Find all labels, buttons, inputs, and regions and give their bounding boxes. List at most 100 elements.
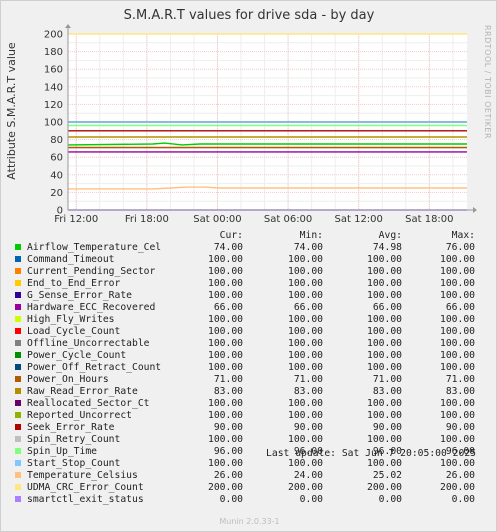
legend-cur-value: 74.00 [213, 242, 243, 253]
legend-swatch [15, 352, 21, 358]
legend-cur-value: 200.00 [208, 482, 243, 493]
legend-series-name: Reallocated_Sector_Ct [27, 398, 150, 409]
legend-series-name: Temperature_Celsius [27, 470, 138, 481]
legend-series-name: Command_Timeout [27, 254, 115, 265]
legend-series-name: Offline_Uncorrectable [27, 338, 150, 349]
legend-series-name: Hardware_ECC_Recovered [27, 302, 156, 313]
legend-avg-value: 200.00 [367, 482, 402, 493]
legend-avg-value: 74.98 [372, 242, 402, 253]
legend-swatch [15, 388, 21, 394]
y-tick-label: 180 [44, 47, 63, 58]
legend-max-value: 100.00 [440, 338, 475, 349]
legend-avg-value: 100.00 [367, 254, 402, 265]
legend-min-value: 100.00 [288, 278, 323, 289]
legend-item: Temperature_Celsius 26.00 24.00 25.02 26.00 [11, 470, 483, 482]
legend-header: Cur: Min: Avg: Max: [11, 230, 483, 242]
legend-cur-value: 83.00 [213, 386, 243, 397]
y-tick-label: 20 [50, 188, 63, 199]
y-ticks: 0 20 40 60 80 100 120 140 160 180 200 [44, 30, 63, 217]
rrdtool-credit: RRDTOOL / TOBI OETIKER [483, 25, 492, 139]
legend-avg-value: 100.00 [367, 290, 402, 301]
legend-avg-value: 100.00 [367, 278, 402, 289]
legend-max-value: 100.00 [440, 326, 475, 337]
legend-avg-value: 100.00 [367, 362, 402, 373]
legend-avg-value: 71.00 [372, 374, 402, 385]
x-tick-label: Sat 18:00 [405, 214, 453, 225]
legend-min-value: 74.00 [293, 242, 323, 253]
legend-max-value: 71.00 [445, 374, 475, 385]
legend-item: UDMA_CRC_Error_Count 200.00 200.00 200.00 20… [11, 482, 483, 494]
legend-max-value: 100.00 [440, 254, 475, 265]
legend-series-name: Current_Pending_Sector [27, 266, 156, 277]
legend-cur-value: 100.00 [208, 266, 243, 277]
legend-max-value: 100.00 [440, 458, 475, 469]
y-tick-label: 100 [44, 118, 63, 129]
x-tick-label: Fri 12:00 [54, 214, 98, 225]
legend-min-value: 200.00 [288, 482, 323, 493]
legend-item: Current_Pending_Sector 100.00 100.00 100.00… [11, 266, 483, 278]
legend-item: Raw_Read_Error_Rate 83.00 83.00 83.00 83.00 [11, 386, 483, 398]
legend-item: Reallocated_Sector_Ct 100.00 100.00 100.00 1… [11, 398, 483, 410]
legend-max-value: 100.00 [440, 410, 475, 421]
legend-cur-value: 66.00 [213, 302, 243, 313]
legend-item: smartctl_exit_status 0.00 0.00 0.00 0.00 [11, 494, 483, 506]
legend-min-value: 100.00 [288, 326, 323, 337]
legend-min-value: 66.00 [293, 302, 323, 313]
y-tick-label: 40 [50, 170, 63, 181]
x-ticks: Fri 12:00 Fri 18:00 Sat 00:00 Sat 06:00 Sat … [54, 214, 453, 225]
legend-min-value: 71.00 [293, 374, 323, 385]
y-tick-label: 0 [57, 206, 63, 217]
legend-max-value: 96.00 [445, 446, 475, 457]
legend-series-name: G_Sense_Error_Rate [27, 290, 132, 301]
last-update: Last update: Sat Jun 7 20:05:00 2025 [266, 448, 476, 459]
legend-max-value: 100.00 [440, 278, 475, 289]
y-tick-label: 140 [44, 82, 63, 93]
legend-avg-value: 100.00 [367, 338, 402, 349]
legend-swatch [15, 436, 21, 442]
legend-swatch [15, 400, 21, 406]
legend-series-name: Power_On_Hours [27, 374, 109, 385]
legend-avg-value: 100.00 [367, 326, 402, 337]
y-tick-label: 120 [44, 100, 63, 111]
legend-swatch [15, 376, 21, 382]
legend-avg-value: 90.00 [372, 422, 402, 433]
legend-swatch [15, 472, 21, 478]
legend-max-value: 90.00 [445, 422, 475, 433]
y-tick-label: 80 [50, 135, 63, 146]
legend-min-value: 0.00 [299, 494, 323, 505]
legend-cur-value: 90.00 [213, 422, 243, 433]
legend-item: Spin_Up_Time 96.00 96.00 96.00 96.00 [11, 446, 483, 458]
legend-avg-value: 100.00 [367, 350, 402, 361]
x-tick-label: Fri 18:00 [125, 214, 169, 225]
legend-swatch [15, 340, 21, 346]
munin-version: Munin 2.0.33-1 [219, 517, 280, 526]
legend-item: Seek_Error_Rate 90.00 90.00 90.00 90.00 [11, 422, 483, 434]
legend-avg-value: 100.00 [367, 266, 402, 277]
legend-series-name: Load_Cycle_Count [27, 326, 121, 337]
x-tick-label: Sat 06:00 [264, 214, 312, 225]
legend-avg-value: 96.00 [372, 446, 402, 457]
legend-item: Airflow_Temperature_Cel 74.00 74.00 74.98 76… [11, 242, 483, 254]
legend-min-value: 24.00 [293, 470, 323, 481]
chart-title: S.M.A.R.T values for drive sda - by day [124, 8, 375, 23]
legend-min-value: 100.00 [288, 458, 323, 469]
x-axis-arrow [473, 207, 477, 213]
legend-max-value: 100.00 [440, 290, 475, 301]
legend-item: Start_Stop_Count 100.00 100.00 100.00 100.00 [11, 458, 483, 470]
legend-swatch [15, 424, 21, 430]
legend-min-value: 100.00 [288, 350, 323, 361]
legend-series-name: Seek_Error_Rate [27, 422, 115, 433]
legend-max-value: 100.00 [440, 350, 475, 361]
legend-series-name: Start_Stop_Count [27, 458, 121, 469]
legend-item: Load_Cycle_Count 100.00 100.00 100.00 100.00 [11, 326, 483, 338]
legend-min-value: 100.00 [288, 338, 323, 349]
legend-cur-value: 100.00 [208, 278, 243, 289]
legend-cur-value: 26.00 [213, 470, 243, 481]
legend-cur-value: 100.00 [208, 434, 243, 445]
col-avg-header: Avg: [378, 230, 402, 241]
legend-item: Offline_Uncorrectable 100.00 100.00 100.00 1… [11, 338, 483, 350]
legend-series-name: Raw_Read_Error_Rate [27, 386, 138, 397]
legend-avg-value: 25.02 [372, 470, 402, 481]
